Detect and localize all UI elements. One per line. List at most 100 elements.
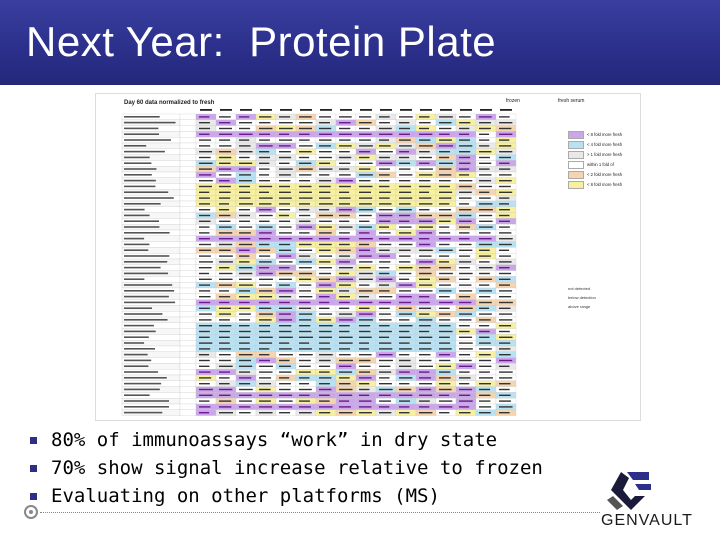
table-cell-value [399, 197, 413, 199]
table-cell-value [439, 156, 450, 159]
table-cell-value [399, 226, 412, 228]
table-cell-value [299, 278, 312, 280]
table-cell-value [319, 313, 333, 315]
table-cell-value [379, 383, 392, 385]
table-cell-value [359, 209, 373, 211]
table-cell-value [439, 249, 453, 251]
table-cell-value [299, 116, 312, 118]
table-cell-value [239, 371, 251, 373]
table-cell-value [419, 127, 430, 130]
table-cell-value [359, 168, 371, 170]
legend-swatch [568, 150, 584, 159]
table-cell-value [439, 145, 453, 147]
table-cell-value [239, 296, 250, 298]
table-cell-value [359, 272, 373, 275]
table-cell-value [419, 197, 432, 199]
table-cell-value [399, 278, 410, 280]
table-cell-value [359, 377, 372, 379]
table-row-label-text [124, 237, 145, 240]
table-cell-value [199, 267, 212, 269]
table-cell-value [219, 400, 232, 402]
table-cell-value [339, 127, 351, 130]
table-cell-value [359, 301, 373, 304]
table-cell-value [439, 116, 453, 118]
table-cell-value [339, 388, 353, 391]
table-cell-value [419, 249, 433, 251]
table-cell-value [319, 168, 333, 170]
table-cell-value [379, 249, 390, 251]
table-cell-value [399, 290, 412, 292]
table-cell-value [459, 394, 471, 396]
table-cell-value [299, 255, 311, 257]
table-cell-value [219, 174, 232, 176]
table-cell-value [499, 243, 512, 246]
table-unit-cell [179, 311, 197, 318]
table-cell-value [419, 365, 433, 367]
table-cell-value [219, 319, 230, 321]
table-cell-value [419, 180, 431, 182]
table-row-label-text [124, 214, 150, 217]
table-cell-value [479, 116, 492, 118]
table-cell-value [359, 371, 371, 373]
table-cell-value [499, 232, 512, 234]
table-unit-cell [179, 154, 197, 161]
table-cell-value [419, 377, 431, 379]
table-cell-value [239, 284, 253, 286]
table-cell-value [279, 191, 291, 193]
table-row-label-text [124, 406, 169, 408]
table-cell-value [439, 185, 450, 188]
table-cell-value [379, 232, 391, 234]
table-cell-value [319, 209, 330, 211]
table-cell-value [359, 226, 372, 228]
table-cell-value [459, 325, 470, 327]
table-cell-value [219, 180, 230, 182]
table-cell-value [339, 243, 350, 246]
table-cell-value [499, 342, 511, 344]
table-cell-value [379, 296, 393, 298]
table-cell-value [279, 127, 293, 130]
table-cell-value [299, 412, 312, 414]
table-cell-value [199, 180, 213, 182]
table-cell-value [439, 325, 451, 327]
table-cell-value [459, 122, 471, 124]
table-cell-value [339, 406, 351, 408]
table-row-label-text [124, 139, 171, 141]
table-cell-value [379, 412, 392, 414]
table-cell-value [239, 168, 251, 170]
table-cell-value [259, 412, 273, 414]
table-cell-value [339, 354, 351, 356]
table-cell-value [319, 307, 330, 309]
table-cell-value [439, 365, 452, 367]
table-cell-value [499, 371, 513, 373]
table-cell-value [439, 220, 451, 222]
table-cell-value [479, 151, 492, 153]
table-cell-value [479, 412, 491, 414]
table-cell-value [399, 330, 410, 333]
table-unit-cell [179, 241, 197, 248]
table-cell-value [499, 278, 511, 280]
legend-note: above range [568, 304, 591, 309]
table-cell-value [319, 151, 332, 153]
table-cell-value [399, 214, 411, 217]
table-row-label-text [124, 156, 150, 159]
table-cell-value [239, 197, 251, 199]
legend-notes: not detected below detection above range [568, 284, 638, 311]
table-cell-value [459, 412, 471, 414]
table-cell-value [319, 127, 332, 130]
table-cell-value [399, 151, 410, 153]
table-cell-value [499, 377, 513, 379]
table-cell-value [299, 145, 313, 147]
table-cell-value [239, 174, 251, 176]
table-cell-value [459, 203, 470, 205]
table-cell-value [499, 290, 513, 292]
table-cell-value [219, 284, 232, 286]
table-cell-value [499, 122, 513, 124]
table-cell-value [299, 371, 311, 373]
table-cell-value [339, 307, 350, 309]
table-cell-value [299, 203, 310, 205]
table-cell-value [239, 330, 251, 333]
table-cell-value [199, 232, 210, 234]
table-cell-value [479, 301, 492, 304]
table-cell-value [219, 145, 232, 147]
table-cell-value [359, 261, 373, 263]
